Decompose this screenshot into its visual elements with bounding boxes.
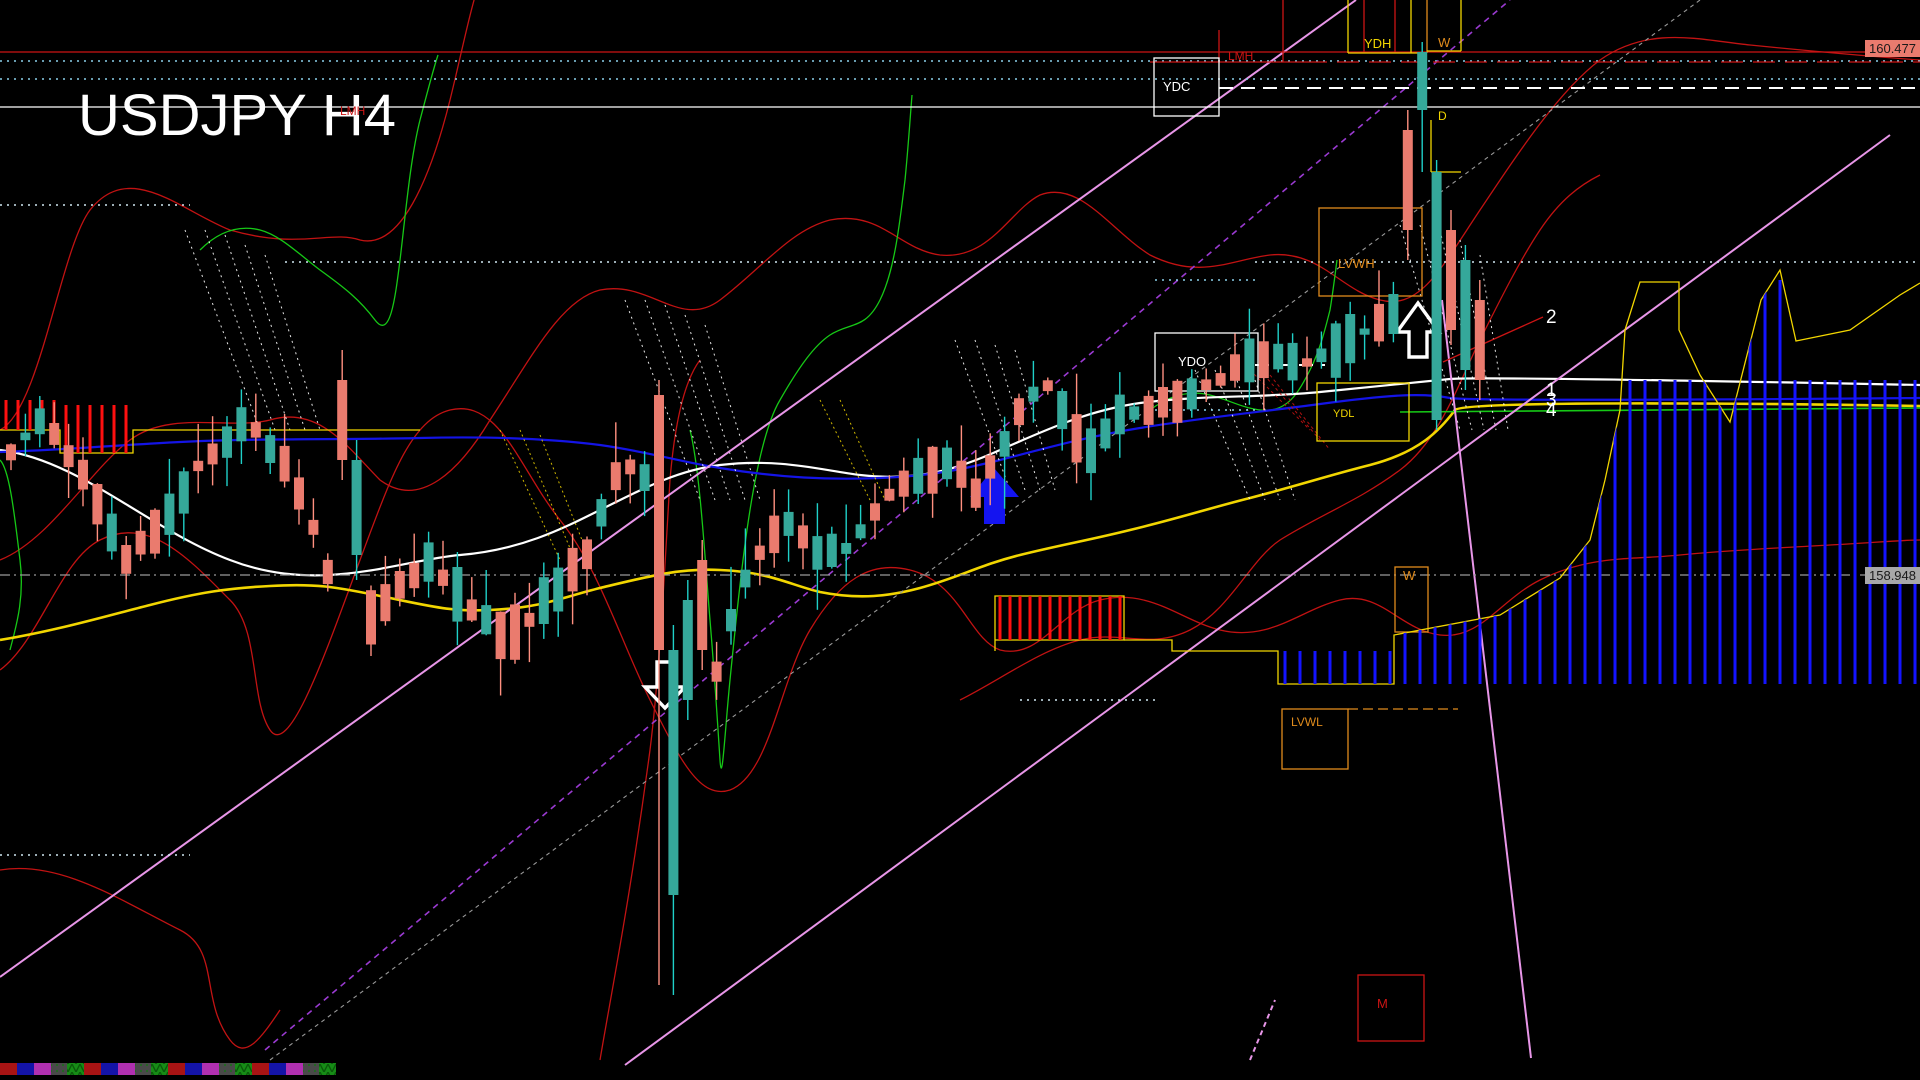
svg-text:LMH: LMH xyxy=(1228,49,1253,63)
svg-text:158.948: 158.948 xyxy=(1869,568,1916,583)
svg-text:D: D xyxy=(1438,109,1447,123)
svg-text:YDO: YDO xyxy=(1178,354,1206,369)
svg-text:4: 4 xyxy=(1546,400,1557,421)
svg-text:W: W xyxy=(1403,568,1416,583)
svg-text:YDH: YDH xyxy=(1364,36,1391,51)
svg-text:160.477: 160.477 xyxy=(1869,41,1916,56)
svg-text:LVWH: LVWH xyxy=(1338,256,1375,271)
svg-text:M: M xyxy=(1377,996,1388,1011)
svg-text:YDC: YDC xyxy=(1163,79,1190,94)
svg-text:2: 2 xyxy=(1546,307,1557,328)
svg-text:W: W xyxy=(1438,35,1451,50)
svg-text:LVWL: LVWL xyxy=(1291,715,1323,729)
svg-text:LMH: LMH xyxy=(340,104,365,118)
svg-text:YDL: YDL xyxy=(1333,408,1354,420)
